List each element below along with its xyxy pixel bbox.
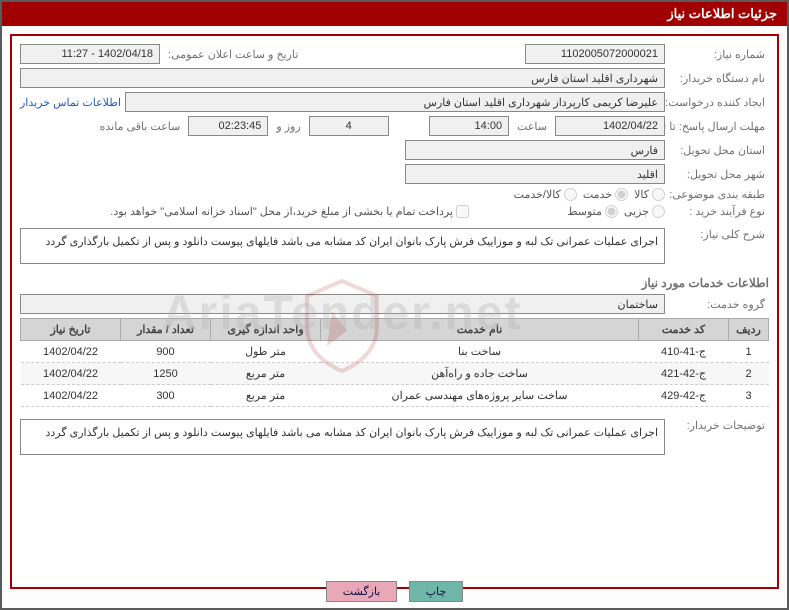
label-announce: تاریخ و ساعت اعلان عمومی: — [164, 48, 302, 61]
value-deadline-time: 14:00 — [429, 116, 509, 136]
label-buyer-desc: توضیحات خریدار: — [669, 413, 769, 432]
label-days-word: روز و — [272, 120, 304, 133]
value-province: فارس — [405, 140, 665, 160]
label-summary: شرح کلی نیاز: — [669, 222, 769, 241]
value-deadline-date: 1402/04/22 — [555, 116, 665, 136]
row-category: طبقه بندی موضوعی: کالا خدمت کالا/خدمت — [20, 188, 769, 201]
checkbox-payment[interactable]: پرداخت تمام یا بخشی از مبلغ خرید،از محل … — [110, 205, 469, 218]
radio-both-input[interactable] — [564, 188, 577, 201]
radio-medium[interactable]: متوسط — [567, 205, 618, 218]
radio-service-label: خدمت — [583, 188, 612, 201]
table-row: 2ج-42-421ساخت جاده و راه‌آهنمتر مربع1250… — [21, 363, 769, 385]
outer-frame: جزئیات اطلاعات نیاز AriaTender.net شماره… — [0, 0, 789, 610]
label-time: ساعت — [513, 120, 551, 133]
cell-qty: 1250 — [121, 363, 211, 385]
cell-unit: متر مربع — [211, 363, 321, 385]
cell-date: 1402/04/22 — [21, 385, 121, 407]
row-buyer-org: نام دستگاه خریدار: شهرداری اقلید استان ف… — [20, 68, 769, 88]
th-qty: تعداد / مقدار — [121, 319, 211, 341]
radio-medium-input[interactable] — [605, 205, 618, 218]
value-days-remaining: 4 — [309, 116, 389, 136]
back-button[interactable]: بازگشت — [326, 581, 398, 602]
cell-name: ساخت بنا — [321, 341, 639, 363]
cell-code: ج-41-410 — [639, 341, 729, 363]
radio-partial[interactable]: جزیی — [624, 205, 665, 218]
panel-title: جزئیات اطلاعات نیاز — [667, 6, 777, 21]
cell-date: 1402/04/22 — [21, 363, 121, 385]
content-frame: AriaTender.net شماره نیاز: 1102005072000… — [10, 34, 779, 589]
cell-row: 2 — [729, 363, 769, 385]
cell-name: ساخت سایر پروژه‌های مهندسی عمران — [321, 385, 639, 407]
cell-code: ج-42-421 — [639, 363, 729, 385]
row-requester: ایجاد کننده درخواست: علیرضا کریمی کارپرد… — [20, 92, 769, 112]
cell-unit: متر طول — [211, 341, 321, 363]
cell-unit: متر مربع — [211, 385, 321, 407]
link-buyer-contact[interactable]: اطلاعات تماس خریدار — [20, 96, 121, 109]
services-table: ردیف کد خدمت نام خدمت واحد اندازه گیری ت… — [20, 318, 769, 407]
row-need-number: شماره نیاز: 1102005072000021 تاریخ و ساع… — [20, 44, 769, 64]
table-header-row: ردیف کد خدمت نام خدمت واحد اندازه گیری ت… — [21, 319, 769, 341]
radio-partial-label: جزیی — [624, 205, 649, 218]
label-requester: ایجاد کننده درخواست: — [669, 96, 769, 109]
value-need-no: 1102005072000021 — [525, 44, 665, 64]
checkbox-payment-label: پرداخت تمام یا بخشی از مبلغ خرید،از محل … — [110, 205, 453, 218]
label-category: طبقه بندی موضوعی: — [669, 188, 769, 201]
label-province: استان محل تحویل: — [669, 144, 769, 157]
row-buyer-desc: توضیحات خریدار: اجرای عملیات عمرانی تک ل… — [20, 413, 769, 461]
checkbox-payment-input[interactable] — [456, 205, 469, 218]
radio-partial-input[interactable] — [652, 205, 665, 218]
radio-medium-label: متوسط — [567, 205, 602, 218]
th-date: تاریخ نیاز — [21, 319, 121, 341]
label-city: شهر محل تحویل: — [669, 168, 769, 181]
label-remaining-suffix: ساعت باقی مانده — [96, 120, 185, 133]
label-service-group: گروه خدمت: — [669, 298, 769, 311]
button-bar: چاپ بازگشت — [2, 581, 787, 602]
th-code: کد خدمت — [639, 319, 729, 341]
radio-goods-label: کالا — [634, 188, 649, 201]
cell-row: 3 — [729, 385, 769, 407]
value-buyer-desc: اجرای عملیات عمرانی تک لبه و موزاییک فرش… — [20, 419, 665, 455]
label-need-no: شماره نیاز: — [669, 48, 769, 61]
category-radio-group: کالا خدمت کالا/خدمت — [514, 188, 665, 201]
radio-both-label: کالا/خدمت — [514, 188, 561, 201]
cell-row: 1 — [729, 341, 769, 363]
value-city: اقلید — [405, 164, 665, 184]
value-time-remaining: 02:23:45 — [188, 116, 268, 136]
radio-service[interactable]: خدمت — [583, 188, 628, 201]
value-announce: 1402/04/18 - 11:27 — [20, 44, 160, 64]
radio-goods[interactable]: کالا — [634, 188, 665, 201]
row-summary: شرح کلی نیاز: اجرای عملیات عمرانی تک لبه… — [20, 222, 769, 270]
purchase-type-radio-group: جزیی متوسط — [567, 205, 665, 218]
section-services-info: اطلاعات خدمات مورد نیاز — [20, 276, 769, 290]
cell-code: ج-42-429 — [639, 385, 729, 407]
row-purchase-type: نوع فرآیند خرید : جزیی متوسط پرداخت تمام… — [20, 205, 769, 218]
row-province: استان محل تحویل: فارس — [20, 140, 769, 160]
th-name: نام خدمت — [321, 319, 639, 341]
panel-header: جزئیات اطلاعات نیاز — [2, 2, 787, 26]
th-row: ردیف — [729, 319, 769, 341]
cell-name: ساخت جاده و راه‌آهن — [321, 363, 639, 385]
value-buyer-org: شهرداری اقلید استان فارس — [20, 68, 665, 88]
table-row: 1ج-41-410ساخت بنامتر طول9001402/04/22 — [21, 341, 769, 363]
radio-service-input[interactable] — [615, 188, 628, 201]
label-deadline: مهلت ارسال پاسخ: تا تاریخ: — [669, 120, 769, 133]
cell-qty: 300 — [121, 385, 211, 407]
radio-both[interactable]: کالا/خدمت — [514, 188, 577, 201]
th-unit: واحد اندازه گیری — [211, 319, 321, 341]
cell-qty: 900 — [121, 341, 211, 363]
row-service-group: گروه خدمت: ساختمان — [20, 294, 769, 314]
value-summary: اجرای عملیات عمرانی تک لبه و موزاییک فرش… — [20, 228, 665, 264]
row-city: شهر محل تحویل: اقلید — [20, 164, 769, 184]
label-buyer-org: نام دستگاه خریدار: — [669, 72, 769, 85]
row-deadline: مهلت ارسال پاسخ: تا تاریخ: 1402/04/22 سا… — [20, 116, 769, 136]
radio-goods-input[interactable] — [652, 188, 665, 201]
value-service-group: ساختمان — [20, 294, 665, 314]
table-row: 3ج-42-429ساخت سایر پروژه‌های مهندسی عمرا… — [21, 385, 769, 407]
label-purchase-type: نوع فرآیند خرید : — [669, 205, 769, 218]
print-button[interactable]: چاپ — [409, 581, 464, 602]
cell-date: 1402/04/22 — [21, 341, 121, 363]
value-requester: علیرضا کریمی کارپرداز شهرداری اقلید استا… — [125, 92, 665, 112]
